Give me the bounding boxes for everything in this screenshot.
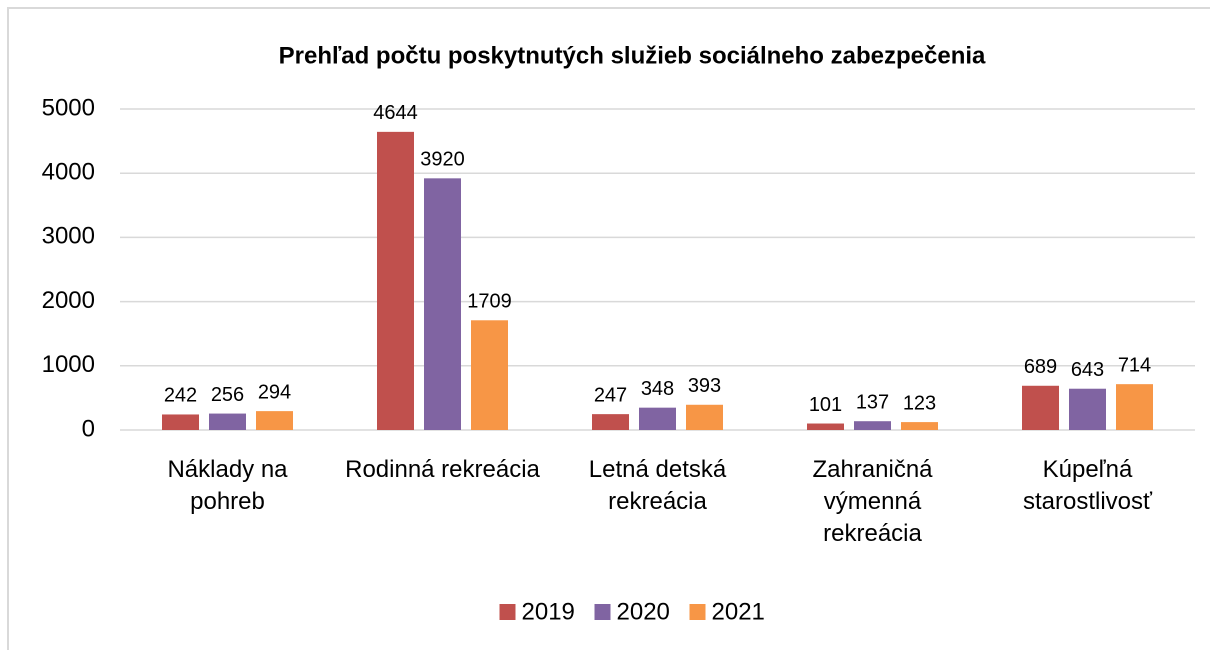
bar (162, 414, 199, 430)
x-tick-label: Rodinná rekreácia (345, 456, 540, 483)
bar (807, 423, 844, 430)
bar (686, 404, 723, 430)
x-tick-label: Kúpeľná starostlivosť (1022, 456, 1153, 515)
data-label: 1709 (467, 291, 512, 313)
bar (854, 421, 891, 430)
data-label: 242 (164, 385, 197, 407)
x-tick-label: Náklady na pohreb (167, 456, 288, 515)
x-tick-label: Letná detská rekreácia (588, 456, 727, 515)
x-tick-label: Zahraničná výmenná rekreácia (812, 456, 933, 547)
chart-border (7, 7, 1210, 650)
bar (901, 422, 938, 430)
bar (1069, 388, 1106, 430)
data-label: 393 (688, 375, 721, 397)
legend-label: 2021 (712, 598, 765, 625)
y-tick-label: 3000 (42, 223, 95, 250)
data-label: 348 (641, 378, 674, 400)
bar (592, 414, 629, 430)
bar (1116, 384, 1153, 430)
data-label: 247 (594, 384, 627, 406)
y-tick-label: 1000 (42, 351, 95, 378)
data-label: 294 (258, 381, 291, 403)
data-label: 101 (809, 394, 842, 416)
chart-title: Prehľad počtu poskytnutých služieb sociá… (279, 42, 986, 69)
legend-label: 2020 (617, 598, 670, 625)
data-label: 689 (1024, 356, 1057, 378)
data-label: 137 (856, 391, 889, 413)
data-label: 256 (211, 384, 244, 406)
bar (1022, 385, 1059, 430)
legend-swatch (689, 604, 706, 620)
y-tick-label: 4000 (42, 159, 95, 186)
bar (639, 407, 676, 430)
legend-swatch (499, 604, 516, 620)
data-label: 123 (903, 392, 936, 414)
y-tick-label: 0 (82, 415, 95, 442)
data-label: 4644 (373, 102, 418, 124)
data-label: 3920 (420, 149, 465, 171)
bar (471, 320, 508, 430)
bar (377, 131, 414, 430)
data-label: 714 (1118, 354, 1151, 376)
legend-swatch (594, 604, 611, 620)
bar (424, 178, 461, 430)
legend-label: 2019 (522, 598, 575, 625)
data-label: 643 (1071, 359, 1104, 381)
y-tick-label: 5000 (42, 94, 95, 121)
bar (256, 411, 293, 430)
y-tick-label: 2000 (42, 287, 95, 314)
bar (209, 413, 246, 430)
